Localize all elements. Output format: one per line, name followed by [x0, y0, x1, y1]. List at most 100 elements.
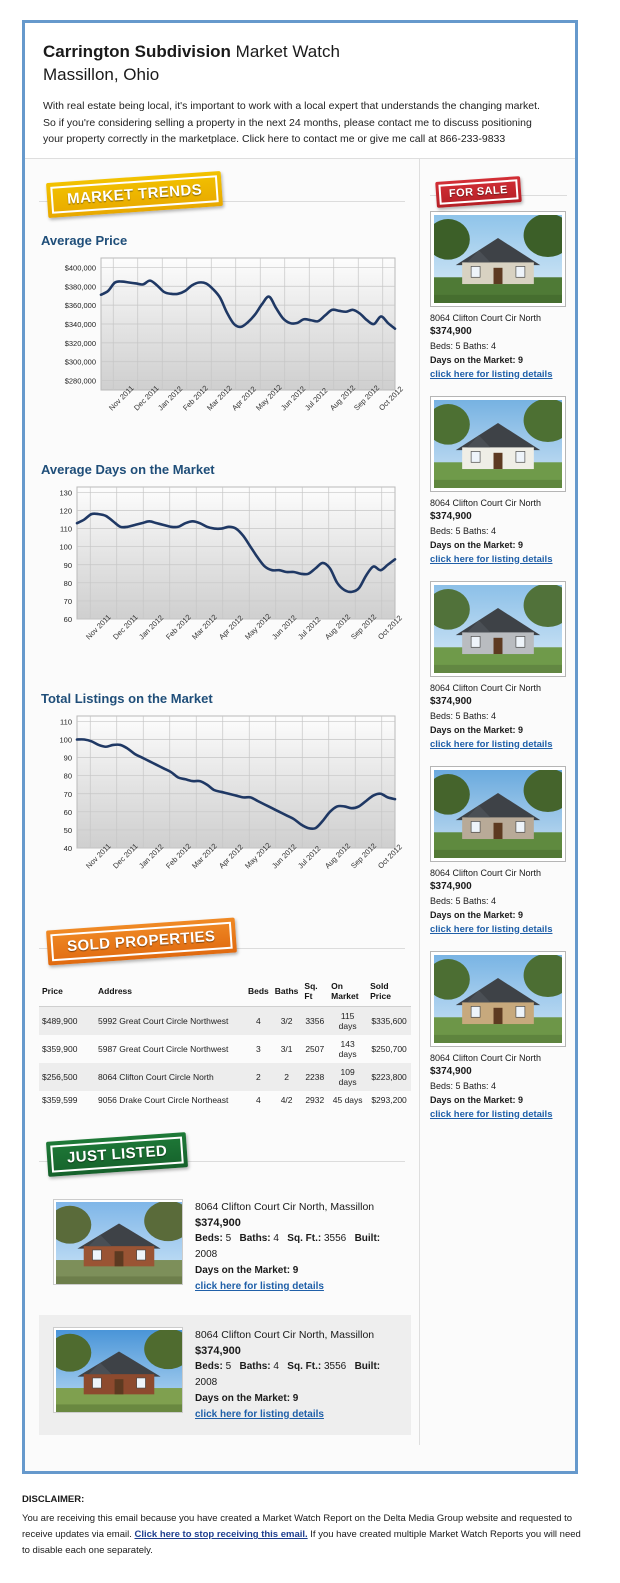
- for-sale-card[interactable]: 8064 Clifton Court Cir North $374,900 Be…: [426, 765, 573, 937]
- for-sale-card[interactable]: 8064 Clifton Court Cir North $374,900 Be…: [426, 580, 573, 752]
- svg-text:110: 110: [60, 717, 72, 726]
- sold-properties-banner-wrap: SOLD PROPERTIES: [39, 916, 411, 966]
- table-cell-sold-price: $223,800: [367, 1062, 411, 1091]
- svg-text:70: 70: [64, 596, 72, 605]
- house-photo-white-farmhouse: [426, 398, 573, 488]
- house-photo-brick-two-story: [48, 1200, 193, 1284]
- svg-text:110: 110: [60, 524, 72, 533]
- page-subtitle: Massillon, Ohio: [43, 65, 160, 84]
- page-title: Carrington Subdivision Market Watch: [43, 41, 557, 62]
- chart-average-price-svg: $280,000 $300,000 $320,000 $340,000 $360,000…: [65, 257, 397, 390]
- table-column-header: Sq. Ft: [301, 975, 329, 1007]
- listing-info: 8064 Clifton Court Cir North $374,900 Be…: [430, 681, 567, 752]
- listing-details-link[interactable]: click here for listing details: [430, 923, 553, 935]
- table-cell-on-market: 143 days: [338, 1038, 357, 1059]
- table-cell-on-market: 115 days: [328, 1006, 368, 1035]
- just-listed-banner: JUST LISTED: [45, 1131, 189, 1177]
- table-cell-sold-price: $335,600: [367, 1006, 411, 1035]
- listing-info: 8064 Clifton Court Cir North, Massillon …: [195, 1327, 403, 1423]
- disclaimer-text-before: You are receiving this email because you…: [22, 1513, 573, 1540]
- table-cell-price: $359,900: [42, 1043, 78, 1054]
- listing-info: 8064 Clifton Court Cir North $374,900 Be…: [430, 866, 567, 937]
- disclaimer-text-after: If you have created multiple Market Watc…: [22, 1529, 581, 1556]
- table-row: $489,900 5992 Great Court Circle Northwes…: [39, 1006, 411, 1035]
- beds-value: 5: [225, 1360, 232, 1372]
- listing-days-on-market: Days on the Market: 9: [430, 539, 524, 550]
- listing-info: 8064 Clifton Court Cir North $374,900 Be…: [430, 496, 567, 567]
- listing-days-on-market: Days on the Market: 9: [195, 1264, 299, 1276]
- beds-label: Beds:: [195, 1232, 223, 1244]
- listing-photo[interactable]: [426, 210, 573, 307]
- svg-text:70: 70: [64, 789, 72, 798]
- built-value: 2008: [195, 1376, 218, 1388]
- for-sale-listings: 8064 Clifton Court Cir North $374,900 Be…: [426, 210, 573, 1122]
- unsubscribe-link[interactable]: Click here to stop receiving this email.: [134, 1529, 308, 1540]
- chart-average-days-on-market: 60 70 80 90 100 110 120 130: [39, 483, 411, 633]
- svg-text:80: 80: [64, 771, 72, 780]
- table-column-header: Beds: [245, 975, 272, 1007]
- listing-address: 8064 Clifton Court Cir North: [430, 1052, 542, 1063]
- listing-details-link[interactable]: click here for listing details: [195, 1280, 324, 1292]
- listing-beds-baths: Beds: 5 Baths: 4: [430, 1080, 497, 1091]
- listing-photo[interactable]: [426, 580, 573, 677]
- table-cell-baths: 4/2: [280, 1094, 293, 1105]
- listing-photo[interactable]: [48, 1326, 193, 1413]
- listing-details-link[interactable]: click here for listing details: [430, 1108, 553, 1120]
- table-cell-price: $256,500: [39, 1062, 95, 1091]
- svg-text:130: 130: [59, 488, 72, 497]
- listing-info: 8064 Clifton Court Cir North, Massillon …: [195, 1199, 403, 1295]
- listing-photo[interactable]: [426, 395, 573, 492]
- table-cell-baths: 3/1: [280, 1043, 293, 1054]
- listing-address: 8064 Clifton Court Cir North, Massillon: [195, 1328, 375, 1341]
- for-sale-card[interactable]: 8064 Clifton Court Cir North $374,900 Be…: [426, 950, 573, 1122]
- table-cell-sold-price: $293,200: [371, 1094, 407, 1105]
- listing-beds-baths: Beds: 5 Baths: 4: [430, 710, 497, 721]
- report-header: Carrington Subdivision Market Watch Mass…: [25, 23, 575, 159]
- sold-properties-table: Price Address Beds Baths Sq. Ft On Market Sold…: [39, 975, 411, 1109]
- svg-text:$300,000: $300,000: [65, 357, 96, 366]
- svg-text:$400,000: $400,000: [65, 263, 96, 272]
- listing-address: 8064 Clifton Court Cir North: [430, 312, 542, 323]
- page-title-subdivision: Carrington Subdivision: [43, 42, 231, 61]
- intro-line-2: So if you're considering selling a prope…: [43, 116, 532, 129]
- just-listed-list: 8064 Clifton Court Cir North, Massillon …: [39, 1187, 411, 1435]
- table-cell-address: 5987 Great Court Circle Northwest: [98, 1043, 229, 1054]
- built-label: Built:: [354, 1360, 381, 1372]
- listing-photo[interactable]: [48, 1198, 193, 1285]
- sold-properties-banner-label: SOLD PROPERTIES: [50, 921, 233, 961]
- svg-text:60: 60: [64, 615, 72, 624]
- listing-price: $374,900: [195, 1344, 241, 1357]
- svg-text:90: 90: [64, 753, 72, 762]
- listing-beds-baths: Beds: 5 Baths: 4: [430, 895, 497, 906]
- table-column-header: On Market: [328, 975, 368, 1007]
- svg-text:60: 60: [64, 807, 72, 816]
- svg-text:90: 90: [64, 560, 72, 569]
- just-listed-card[interactable]: 8064 Clifton Court Cir North, Massillon …: [39, 1187, 411, 1307]
- just-listed-card[interactable]: 8064 Clifton Court Cir North, Massillon …: [39, 1314, 411, 1435]
- chart-title-average-price: Average Price: [41, 232, 128, 248]
- listing-price: $374,900: [195, 1216, 241, 1229]
- intro-line-3: your property correctly in the marketpla…: [43, 133, 506, 145]
- table-cell-sqft: 2238: [301, 1062, 329, 1091]
- listing-days-on-market: Days on the Market: 9: [430, 909, 524, 920]
- listing-details-link[interactable]: click here for listing details: [430, 738, 553, 750]
- listing-days-on-market: Days on the Market: 9: [430, 1094, 524, 1105]
- baths-label: Baths:: [239, 1360, 271, 1372]
- listing-address: 8064 Clifton Court Cir North: [430, 682, 542, 693]
- for-sale-card[interactable]: 8064 Clifton Court Cir North $374,900 Be…: [426, 395, 573, 567]
- svg-text:$320,000: $320,000: [65, 338, 96, 347]
- listing-details-link[interactable]: click here for listing details: [430, 368, 553, 380]
- listing-price: $374,900: [430, 510, 472, 522]
- built-label: Built:: [354, 1232, 381, 1244]
- table-row: $359,900 5987 Great Court Circle Northwes…: [39, 1035, 411, 1063]
- listing-days-on-market: Days on the Market: 9: [195, 1392, 299, 1404]
- listing-details-link[interactable]: click here for listing details: [430, 553, 553, 565]
- table-cell-address: 9056 Drake Court Circle Northeast: [98, 1094, 229, 1105]
- for-sale-card[interactable]: 8064 Clifton Court Cir North $374,900 Be…: [426, 210, 573, 382]
- listing-details-link[interactable]: click here for listing details: [195, 1408, 324, 1420]
- listing-photo[interactable]: [426, 765, 573, 862]
- chart-avg-dom-xaxis: Nov 2011 Dec 2011 Jan 2012 Feb 2012 Mar 2012…: [39, 611, 411, 677]
- svg-text:120: 120: [59, 506, 72, 515]
- baths-value: 4: [273, 1360, 279, 1372]
- listing-photo[interactable]: [426, 950, 573, 1047]
